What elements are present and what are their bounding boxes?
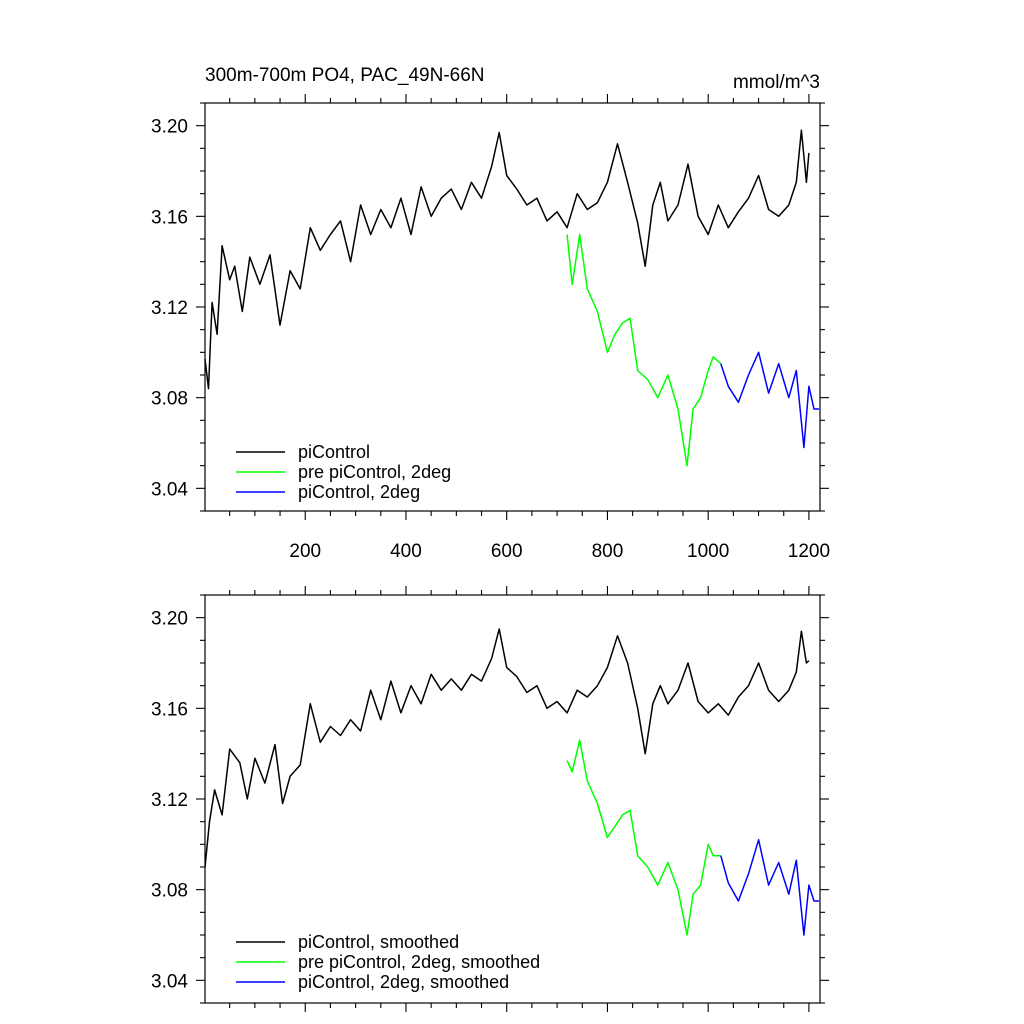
series-line-3	[720, 839, 819, 936]
y-tick-label: 3.08	[151, 389, 188, 410]
legend-label: pre piControl, 2deg	[298, 462, 451, 482]
legend-label: pre piControl, 2deg, smoothed	[298, 952, 540, 972]
x-tick-label: 1000	[687, 541, 729, 562]
series-line-1	[204, 129, 810, 390]
legend-label: piControl, smoothed	[298, 932, 459, 952]
y-tick-label: 3.16	[151, 699, 188, 720]
legend-label: piControl, 2deg	[298, 482, 420, 502]
y-tick-label: 3.12	[151, 790, 188, 811]
y-tick-label: 3.20	[151, 117, 188, 138]
series-line-1	[204, 628, 810, 868]
series-line-2	[566, 739, 721, 936]
legend-label: piControl	[298, 442, 370, 462]
x-tick-label: 800	[592, 541, 624, 562]
series-line-2	[566, 233, 722, 467]
y-tick-label: 3.04	[151, 479, 188, 500]
units-label: mmol/m^3	[733, 72, 820, 93]
y-tick-label: 3.20	[151, 609, 188, 630]
x-tick-label: 1200	[788, 541, 830, 562]
y-tick-label: 3.08	[151, 881, 188, 902]
x-tick-label: 400	[390, 541, 422, 562]
x-tick-label: 200	[289, 541, 321, 562]
x-tick-label: 600	[491, 541, 523, 562]
y-tick-label: 3.12	[151, 298, 188, 319]
y-tick-label: 3.16	[151, 207, 188, 228]
series-line-3	[720, 351, 819, 449]
legend-label: piControl, 2deg, smoothed	[298, 972, 509, 992]
chart-title: 300m-700m PO4, PAC_49N-66N	[205, 65, 485, 86]
chart-panel-1: 200 400 600 800 1000 1200 3.04 3.08 3.12 3.16 3.20…	[151, 65, 830, 562]
y-tick-label: 3.04	[151, 971, 188, 992]
